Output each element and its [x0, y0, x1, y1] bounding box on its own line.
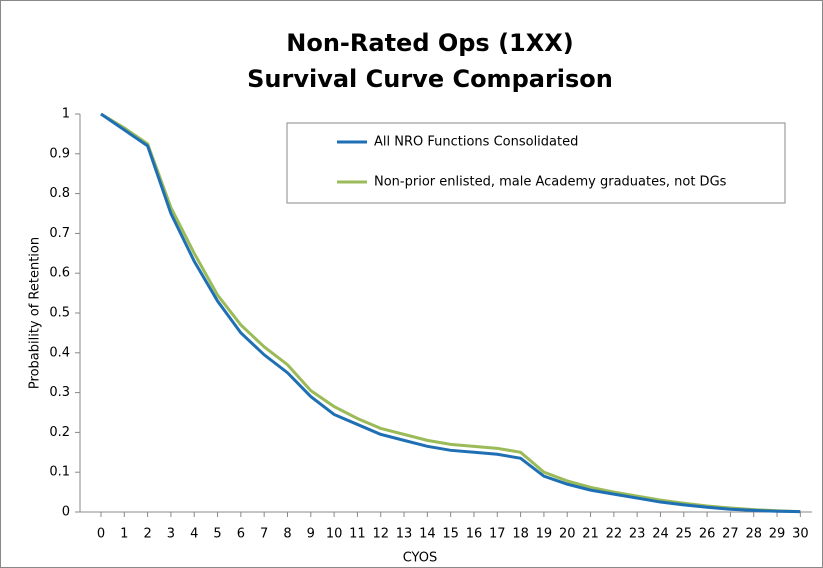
x-tick-label: 6 [237, 527, 245, 542]
x-tick-label: 1 [120, 527, 128, 542]
legend-label: All NRO Functions Consolidated [374, 135, 578, 150]
x-tick-label: 28 [745, 527, 762, 542]
y-tick-label: 0.4 [49, 345, 70, 360]
x-tick-label: 25 [676, 527, 693, 542]
y-tick-label: 0.5 [49, 306, 70, 321]
x-axis-label: CYOS [403, 551, 438, 566]
x-tick-label: 24 [652, 527, 669, 542]
series-line [100, 112, 801, 514]
legend-label: Non-prior enlisted, male Academy graduat… [374, 175, 727, 190]
legend-box [286, 122, 786, 204]
x-tick-label: 30 [792, 527, 809, 542]
chart-title: Survival Curve Comparison [247, 65, 613, 93]
x-tick-label: 21 [582, 527, 599, 542]
series-line [100, 112, 801, 514]
x-tick-label: 2 [143, 527, 151, 542]
x-tick-label: 22 [606, 527, 623, 542]
y-tick-label: 0.3 [49, 385, 70, 400]
y-tick-label: 0.7 [49, 226, 70, 241]
x-tick-label: 8 [283, 527, 291, 542]
y-tick-label: 0.2 [49, 425, 70, 440]
x-tick-label: 11 [349, 527, 366, 542]
x-tick-label: 5 [213, 527, 221, 542]
x-tick-label: 7 [260, 527, 268, 542]
y-tick-label: 0.8 [49, 186, 70, 201]
x-tick-label: 3 [167, 527, 175, 542]
y-tick-label: 1 [62, 107, 70, 122]
x-tick-label: 12 [372, 527, 389, 542]
x-tick-label: 15 [442, 527, 459, 542]
y-tick-label: 0.9 [49, 146, 70, 161]
x-tick-label: 4 [190, 527, 198, 542]
x-tick-label: 16 [466, 527, 483, 542]
x-tick-label: 17 [489, 527, 506, 542]
y-axis-label: Probability of Retention [28, 237, 43, 389]
y-tick-label: 0.6 [49, 266, 70, 281]
x-tick-label: 10 [326, 527, 343, 542]
x-tick-label: 29 [769, 527, 786, 542]
x-tick-label: 20 [559, 527, 576, 542]
x-tick-label: 18 [512, 527, 529, 542]
x-tick-label: 23 [629, 527, 646, 542]
y-tick-label: 0 [62, 505, 70, 520]
x-tick-label: 9 [307, 527, 315, 542]
x-tick-label: 26 [699, 527, 716, 542]
x-tick-label: 27 [722, 527, 739, 542]
x-tick-label: 19 [536, 527, 553, 542]
y-tick-label: 0.1 [49, 465, 70, 480]
chart-title: Non-Rated Ops (1XX) [286, 29, 573, 57]
x-tick-label: 14 [419, 527, 436, 542]
x-tick-label: 13 [396, 527, 413, 542]
x-tick-label: 0 [97, 527, 105, 542]
